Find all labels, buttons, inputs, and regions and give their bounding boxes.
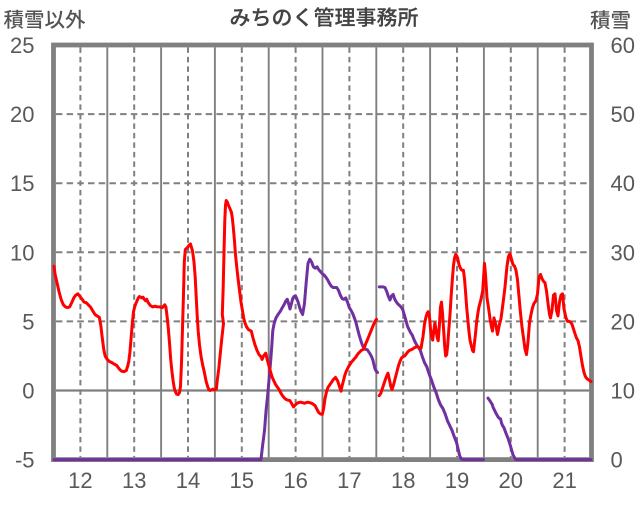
svg-text:18: 18 — [391, 468, 415, 493]
svg-text:12: 12 — [68, 468, 92, 493]
svg-text:20: 20 — [10, 102, 34, 127]
svg-text:0: 0 — [22, 379, 34, 404]
svg-text:16: 16 — [283, 468, 307, 493]
svg-text:-5: -5 — [15, 448, 35, 473]
svg-text:5: 5 — [22, 309, 34, 334]
svg-text:13: 13 — [122, 468, 146, 493]
svg-text:20: 20 — [611, 309, 635, 334]
svg-text:30: 30 — [611, 240, 635, 265]
svg-text:10: 10 — [611, 379, 635, 404]
svg-text:15: 15 — [10, 171, 34, 196]
svg-text:25: 25 — [10, 33, 34, 58]
svg-text:21: 21 — [552, 468, 576, 493]
svg-text:60: 60 — [611, 33, 635, 58]
svg-text:15: 15 — [230, 468, 254, 493]
svg-text:20: 20 — [499, 468, 523, 493]
svg-text:40: 40 — [611, 171, 635, 196]
svg-text:0: 0 — [611, 448, 623, 473]
svg-text:17: 17 — [337, 468, 361, 493]
svg-text:10: 10 — [10, 240, 34, 265]
svg-text:50: 50 — [611, 102, 635, 127]
svg-text:19: 19 — [445, 468, 469, 493]
svg-text:14: 14 — [176, 468, 200, 493]
